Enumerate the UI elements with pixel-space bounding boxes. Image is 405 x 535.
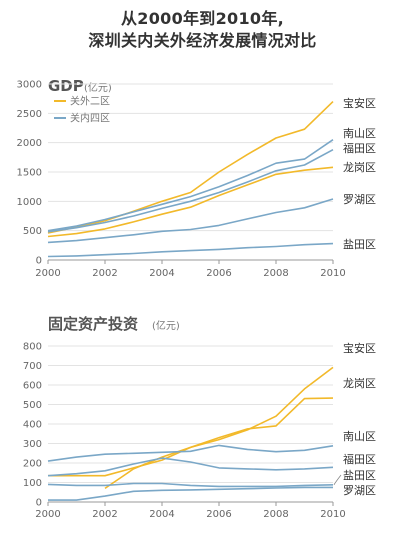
- chart-1: GDP (亿元) 0 500 1000 1500 2000 2500 3000 2000 2002 2…: [17, 77, 376, 279]
- y-tick-label: 2500: [17, 109, 42, 120]
- x-tick-label: 2008: [263, 268, 288, 279]
- series-line-福田区: [47, 457, 334, 477]
- series-line-盐田区: [47, 242, 334, 258]
- x-tick-label: 2000: [35, 509, 60, 520]
- series-line-福田区: [47, 148, 334, 233]
- y-tick-label: 500: [23, 226, 42, 237]
- chart-2: 固定资产投资 (亿元) 0 100 200 300 400 500 600 700 800 2000 2…: [23, 315, 376, 520]
- y-tick-label: 3000: [17, 80, 42, 91]
- y-tick-label: 600: [23, 381, 42, 392]
- x-tick-label: 2004: [149, 268, 174, 279]
- series-label: 南山区: [343, 430, 376, 443]
- series-label: 南山区: [343, 127, 376, 140]
- legend-label: 关外二区: [70, 95, 110, 108]
- y-tick-label: 0: [36, 256, 42, 267]
- y-tick-label: 700: [23, 361, 42, 372]
- chart-unit: (亿元): [84, 81, 112, 94]
- series-label: 盐田区: [343, 238, 376, 251]
- series-line-盐田区: [47, 482, 334, 488]
- title-line-1: 从2000年到2010年,: [120, 9, 285, 28]
- y-tick-label: 0: [36, 498, 42, 509]
- y-tick-label: 1000: [17, 197, 42, 208]
- y-tick-label: 500: [23, 400, 42, 411]
- x-tick-label: 2010: [320, 509, 345, 520]
- series-line-罗湖区: [47, 198, 334, 244]
- y-tick-label: 100: [23, 478, 42, 489]
- y-tick-label: 400: [23, 420, 42, 431]
- page-title: 从2000年到2010年, 深圳关内关外经济发展情况对比: [0, 8, 405, 52]
- series-label: 龙岗区: [343, 161, 376, 174]
- series-line-龙岗区: [47, 166, 334, 238]
- series-line-罗湖区: [48, 486, 333, 501]
- series-label: 罗湖区: [343, 484, 376, 497]
- series-label: 宝安区: [343, 96, 376, 110]
- series-line-龙岗区: [48, 397, 334, 477]
- series-line-南山区: [47, 139, 334, 232]
- chart-title: 固定资产投资: [48, 315, 138, 333]
- y-tick-label: 2000: [17, 138, 42, 149]
- chart-title: GDP: [48, 77, 84, 95]
- x-tick-label: 2006: [206, 268, 231, 279]
- x-tick-label: 2006: [206, 509, 231, 520]
- y-tick-label: 300: [23, 439, 42, 450]
- series-line-宝安区: [47, 101, 334, 234]
- label-connector: [333, 474, 342, 486]
- legend-label: 关内四区: [70, 112, 110, 125]
- series-label: 龙岗区: [343, 377, 376, 390]
- x-tick-label: 2000: [35, 268, 60, 279]
- series-label: 罗湖区: [343, 193, 376, 206]
- y-tick-label: 800: [23, 342, 42, 353]
- y-tick-label: 1500: [17, 168, 42, 179]
- x-tick-label: 2004: [149, 509, 174, 520]
- x-tick-label: 2008: [263, 509, 288, 520]
- y-tick-label: 200: [23, 459, 42, 470]
- x-tick-label: 2002: [92, 268, 117, 279]
- chart-unit: (亿元): [152, 319, 180, 332]
- x-tick-label: 2010: [320, 268, 345, 279]
- series-label: 福田区: [343, 452, 376, 466]
- x-tick-label: 2002: [92, 509, 117, 520]
- series-label: 盐田区: [343, 469, 376, 482]
- series-label: 福田区: [343, 141, 376, 155]
- title-line-2: 深圳关内关外经济发展情况对比: [88, 31, 317, 50]
- series-line-宝安区: [104, 366, 334, 490]
- series-label: 宝安区: [343, 341, 376, 355]
- series-line-南山区: [47, 444, 334, 462]
